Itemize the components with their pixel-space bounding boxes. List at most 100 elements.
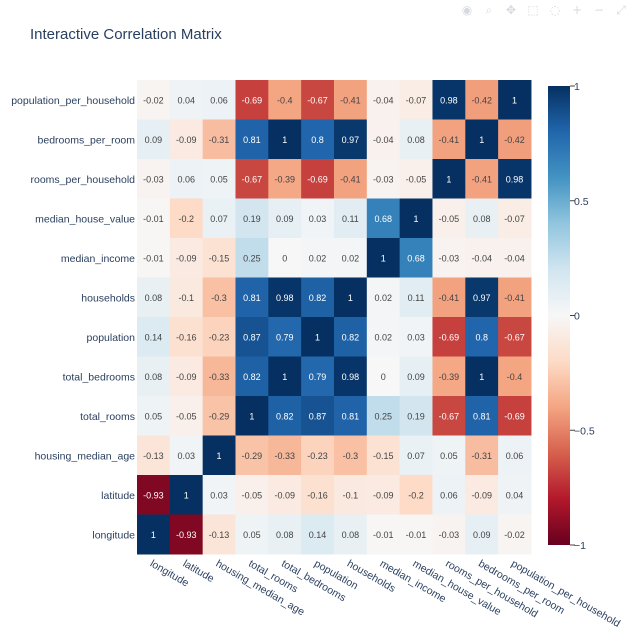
heatmap-cell[interactable] [399, 159, 433, 199]
heatmap-cell[interactable] [202, 238, 236, 278]
zoom-in-icon[interactable]: + [571, 3, 583, 17]
modebar[interactable]: ◉ ⌕ ✥ ⬚ ◌ + − ⤢ [459, 2, 629, 18]
heatmap-cell[interactable] [498, 159, 532, 199]
heatmap-cell[interactable] [235, 356, 269, 397]
heatmap-cell[interactable] [235, 277, 269, 318]
heatmap-cell[interactable] [399, 277, 433, 318]
heatmap-cell[interactable] [333, 119, 368, 160]
heatmap-cell[interactable] [432, 238, 466, 278]
heatmap-cell[interactable] [465, 475, 499, 515]
heatmap-cell[interactable] [301, 396, 335, 436]
heatmap-cell[interactable] [498, 475, 532, 515]
heatmap-cell[interactable] [235, 514, 269, 555]
heatmap-cell[interactable] [498, 396, 532, 436]
heatmap-cell[interactable] [301, 119, 335, 160]
heatmap-cell[interactable] [333, 80, 368, 120]
heatmap-cell[interactable] [465, 238, 499, 278]
heatmap-cell[interactable] [235, 80, 269, 120]
heatmap-cell[interactable] [432, 119, 466, 160]
heatmap-cell[interactable] [366, 317, 401, 357]
heatmap-cell[interactable] [333, 396, 368, 436]
heatmap-cell[interactable] [202, 317, 236, 357]
heatmap-cell[interactable] [169, 435, 204, 476]
heatmap-cell[interactable] [137, 514, 171, 555]
heatmap-cell[interactable] [202, 198, 236, 239]
heatmap-cell[interactable] [169, 80, 204, 120]
heatmap-cell[interactable] [498, 198, 532, 239]
heatmap-cell[interactable] [169, 198, 204, 239]
heatmap-cell[interactable] [235, 396, 269, 436]
heatmap-cell[interactable] [202, 277, 236, 318]
zoom-icon[interactable]: ⌕ [485, 2, 493, 17]
zoom-out-icon[interactable]: − [593, 3, 605, 17]
heatmap-cell[interactable] [366, 514, 401, 555]
heatmap-cell[interactable] [137, 356, 171, 397]
heatmap-cell[interactable] [268, 277, 302, 318]
heatmap-cell[interactable] [169, 475, 204, 515]
heatmap-cell[interactable] [137, 80, 171, 120]
heatmap-cell[interactable] [465, 356, 499, 397]
heatmap-cell[interactable] [268, 119, 302, 160]
heatmap-cell[interactable] [399, 356, 433, 397]
heatmap-cell[interactable] [432, 159, 466, 199]
heatmap-cell[interactable] [465, 435, 499, 476]
heatmap-cell[interactable] [268, 317, 302, 357]
heatmap-cell[interactable] [498, 119, 532, 160]
heatmap-cell[interactable] [432, 396, 466, 436]
heatmap-cell[interactable] [169, 277, 204, 318]
heatmap-cell[interactable] [498, 435, 532, 476]
heatmap-cell[interactable] [137, 317, 171, 357]
heatmap-cell[interactable] [333, 435, 368, 476]
heatmap-cell[interactable] [202, 119, 236, 160]
heatmap-cell[interactable] [169, 119, 204, 160]
lasso-icon[interactable]: ◌ [549, 3, 561, 17]
heatmap-cell[interactable] [235, 119, 269, 160]
heatmap-cell[interactable] [465, 277, 499, 318]
heatmap-cell[interactable] [432, 277, 466, 318]
heatmap-cell[interactable] [366, 198, 401, 239]
heatmap-cell[interactable] [498, 356, 532, 397]
heatmap-cell[interactable] [498, 238, 532, 278]
heatmap-cell[interactable] [137, 119, 171, 160]
heatmap-cell[interactable] [137, 396, 171, 436]
heatmap-cell[interactable] [465, 159, 499, 199]
heatmap-cell[interactable] [432, 317, 466, 357]
heatmap-cell[interactable] [399, 435, 433, 476]
heatmap-cell[interactable] [333, 514, 368, 555]
heatmap-cell[interactable] [301, 317, 335, 357]
camera-icon[interactable]: ◉ [461, 3, 473, 17]
heatmap-cell[interactable] [333, 277, 368, 318]
heatmap-cell[interactable] [301, 198, 335, 239]
heatmap-cell[interactable] [268, 475, 302, 515]
heatmap-cell[interactable] [498, 317, 532, 357]
heatmap-cell[interactable] [465, 198, 499, 239]
heatmap-cell[interactable] [235, 435, 269, 476]
heatmap-cell[interactable] [301, 277, 335, 318]
heatmap-cell[interactable] [268, 80, 302, 120]
pan-icon[interactable]: ✥ [505, 3, 517, 17]
heatmap-cell[interactable] [399, 514, 433, 555]
heatmap-cell[interactable] [235, 198, 269, 239]
heatmap-cell[interactable] [366, 80, 401, 120]
heatmap-cell[interactable] [366, 238, 401, 278]
heatmap-cell[interactable] [202, 356, 236, 397]
heatmap-cell[interactable] [366, 356, 401, 397]
heatmap-cell[interactable] [366, 119, 401, 160]
heatmap-cell[interactable] [432, 80, 466, 120]
heatmap-cell[interactable] [301, 475, 335, 515]
heatmap-cell[interactable] [235, 475, 269, 515]
heatmap-cell[interactable] [202, 159, 236, 199]
heatmap-cell[interactable] [301, 514, 335, 555]
heatmap-cell[interactable] [399, 198, 433, 239]
heatmap-cell[interactable] [301, 435, 335, 476]
heatmap-cell[interactable] [333, 238, 368, 278]
heatmap-cell[interactable] [366, 277, 401, 318]
heatmap-cell[interactable] [169, 238, 204, 278]
autoscale-icon[interactable]: ⤢ [616, 2, 626, 17]
heatmap-cell[interactable] [301, 238, 335, 278]
heatmap-cell[interactable] [137, 159, 171, 199]
heatmap-cell[interactable] [202, 396, 236, 436]
select-box-icon[interactable]: ⬚ [527, 3, 539, 17]
heatmap-cell[interactable] [399, 475, 433, 515]
heatmap-cell[interactable] [432, 198, 466, 239]
